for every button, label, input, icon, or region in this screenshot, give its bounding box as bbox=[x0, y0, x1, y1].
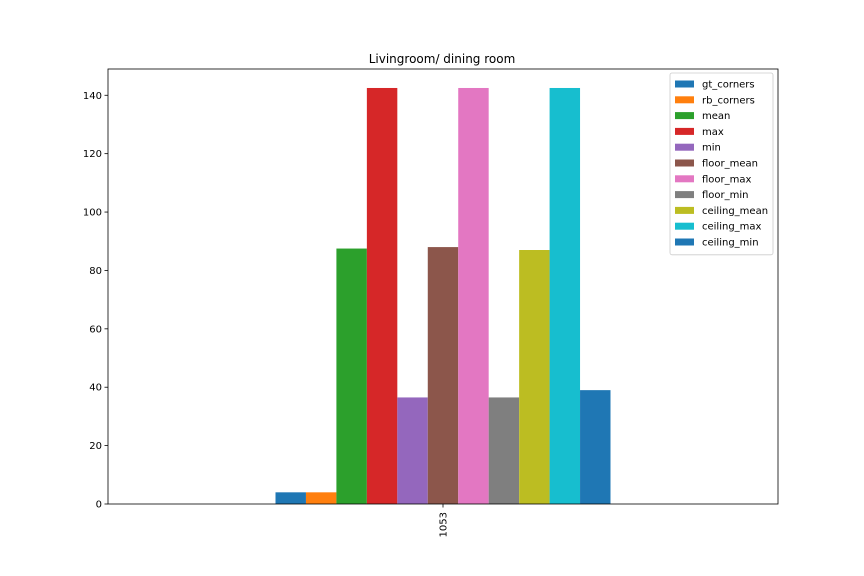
legend-label-rb_corners: rb_corners bbox=[702, 95, 755, 106]
legend-swatch-floor_mean bbox=[675, 159, 694, 167]
y-tick-label: 20 bbox=[89, 441, 102, 452]
x-axis: 1053 bbox=[439, 504, 450, 537]
legend-label-ceiling_max: ceiling_max bbox=[702, 222, 762, 233]
bar-ceiling_mean bbox=[519, 250, 550, 504]
y-axis: 0 20 40 60 80 100 120 140 bbox=[83, 91, 108, 511]
legend-swatch-floor_max bbox=[675, 175, 694, 183]
y-tick-label: 100 bbox=[83, 208, 102, 219]
x-tick-label: 1053 bbox=[439, 512, 450, 537]
legend-swatch-floor_min bbox=[675, 191, 694, 199]
legend-swatch-rb_corners bbox=[675, 96, 694, 104]
y-tick-label: 0 bbox=[96, 500, 102, 511]
legend-swatch-gt_corners bbox=[675, 80, 694, 88]
legend-label-floor_max: floor_max bbox=[702, 174, 752, 185]
legend-label-floor_min: floor_min bbox=[702, 190, 749, 201]
legend-label-gt_corners: gt_corners bbox=[702, 80, 755, 91]
legend-label-ceiling_mean: ceiling_mean bbox=[702, 206, 768, 217]
legend-label-max: max bbox=[702, 127, 724, 138]
bar-gt_corners bbox=[275, 492, 306, 504]
legend-swatch-ceiling_min bbox=[675, 238, 694, 246]
legend-swatch-mean bbox=[675, 112, 694, 120]
bar-rb_corners bbox=[305, 492, 337, 504]
legend-swatch-ceiling_mean bbox=[675, 206, 694, 214]
bar-floor_max bbox=[458, 87, 489, 505]
bar-ceiling_min bbox=[580, 390, 611, 504]
chart-title: Livingroom/ dining room bbox=[369, 52, 516, 66]
bar-floor_mean bbox=[427, 247, 459, 504]
y-tick-label: 140 bbox=[83, 91, 102, 102]
legend-label-ceiling_min: ceiling_min bbox=[702, 238, 759, 249]
bar-mean bbox=[336, 248, 367, 504]
bar-min bbox=[397, 397, 428, 504]
legend-swatch-ceiling_max bbox=[675, 222, 694, 230]
bar-floor_min bbox=[488, 397, 520, 504]
bars-group bbox=[275, 87, 611, 505]
bar-ceiling_max bbox=[549, 87, 581, 505]
legend-box bbox=[669, 72, 774, 256]
y-tick-label: 80 bbox=[89, 266, 102, 277]
legend-label-floor_mean: floor_mean bbox=[702, 159, 758, 170]
legend-swatch-max bbox=[675, 127, 694, 135]
y-tick-label: 60 bbox=[89, 324, 102, 335]
y-tick-label: 40 bbox=[89, 383, 102, 394]
legend-label-mean: mean bbox=[702, 111, 730, 122]
legend-label-min: min bbox=[702, 143, 721, 154]
bar-max bbox=[366, 87, 398, 505]
legend-swatch-min bbox=[675, 143, 694, 151]
y-tick-label: 120 bbox=[83, 149, 102, 160]
